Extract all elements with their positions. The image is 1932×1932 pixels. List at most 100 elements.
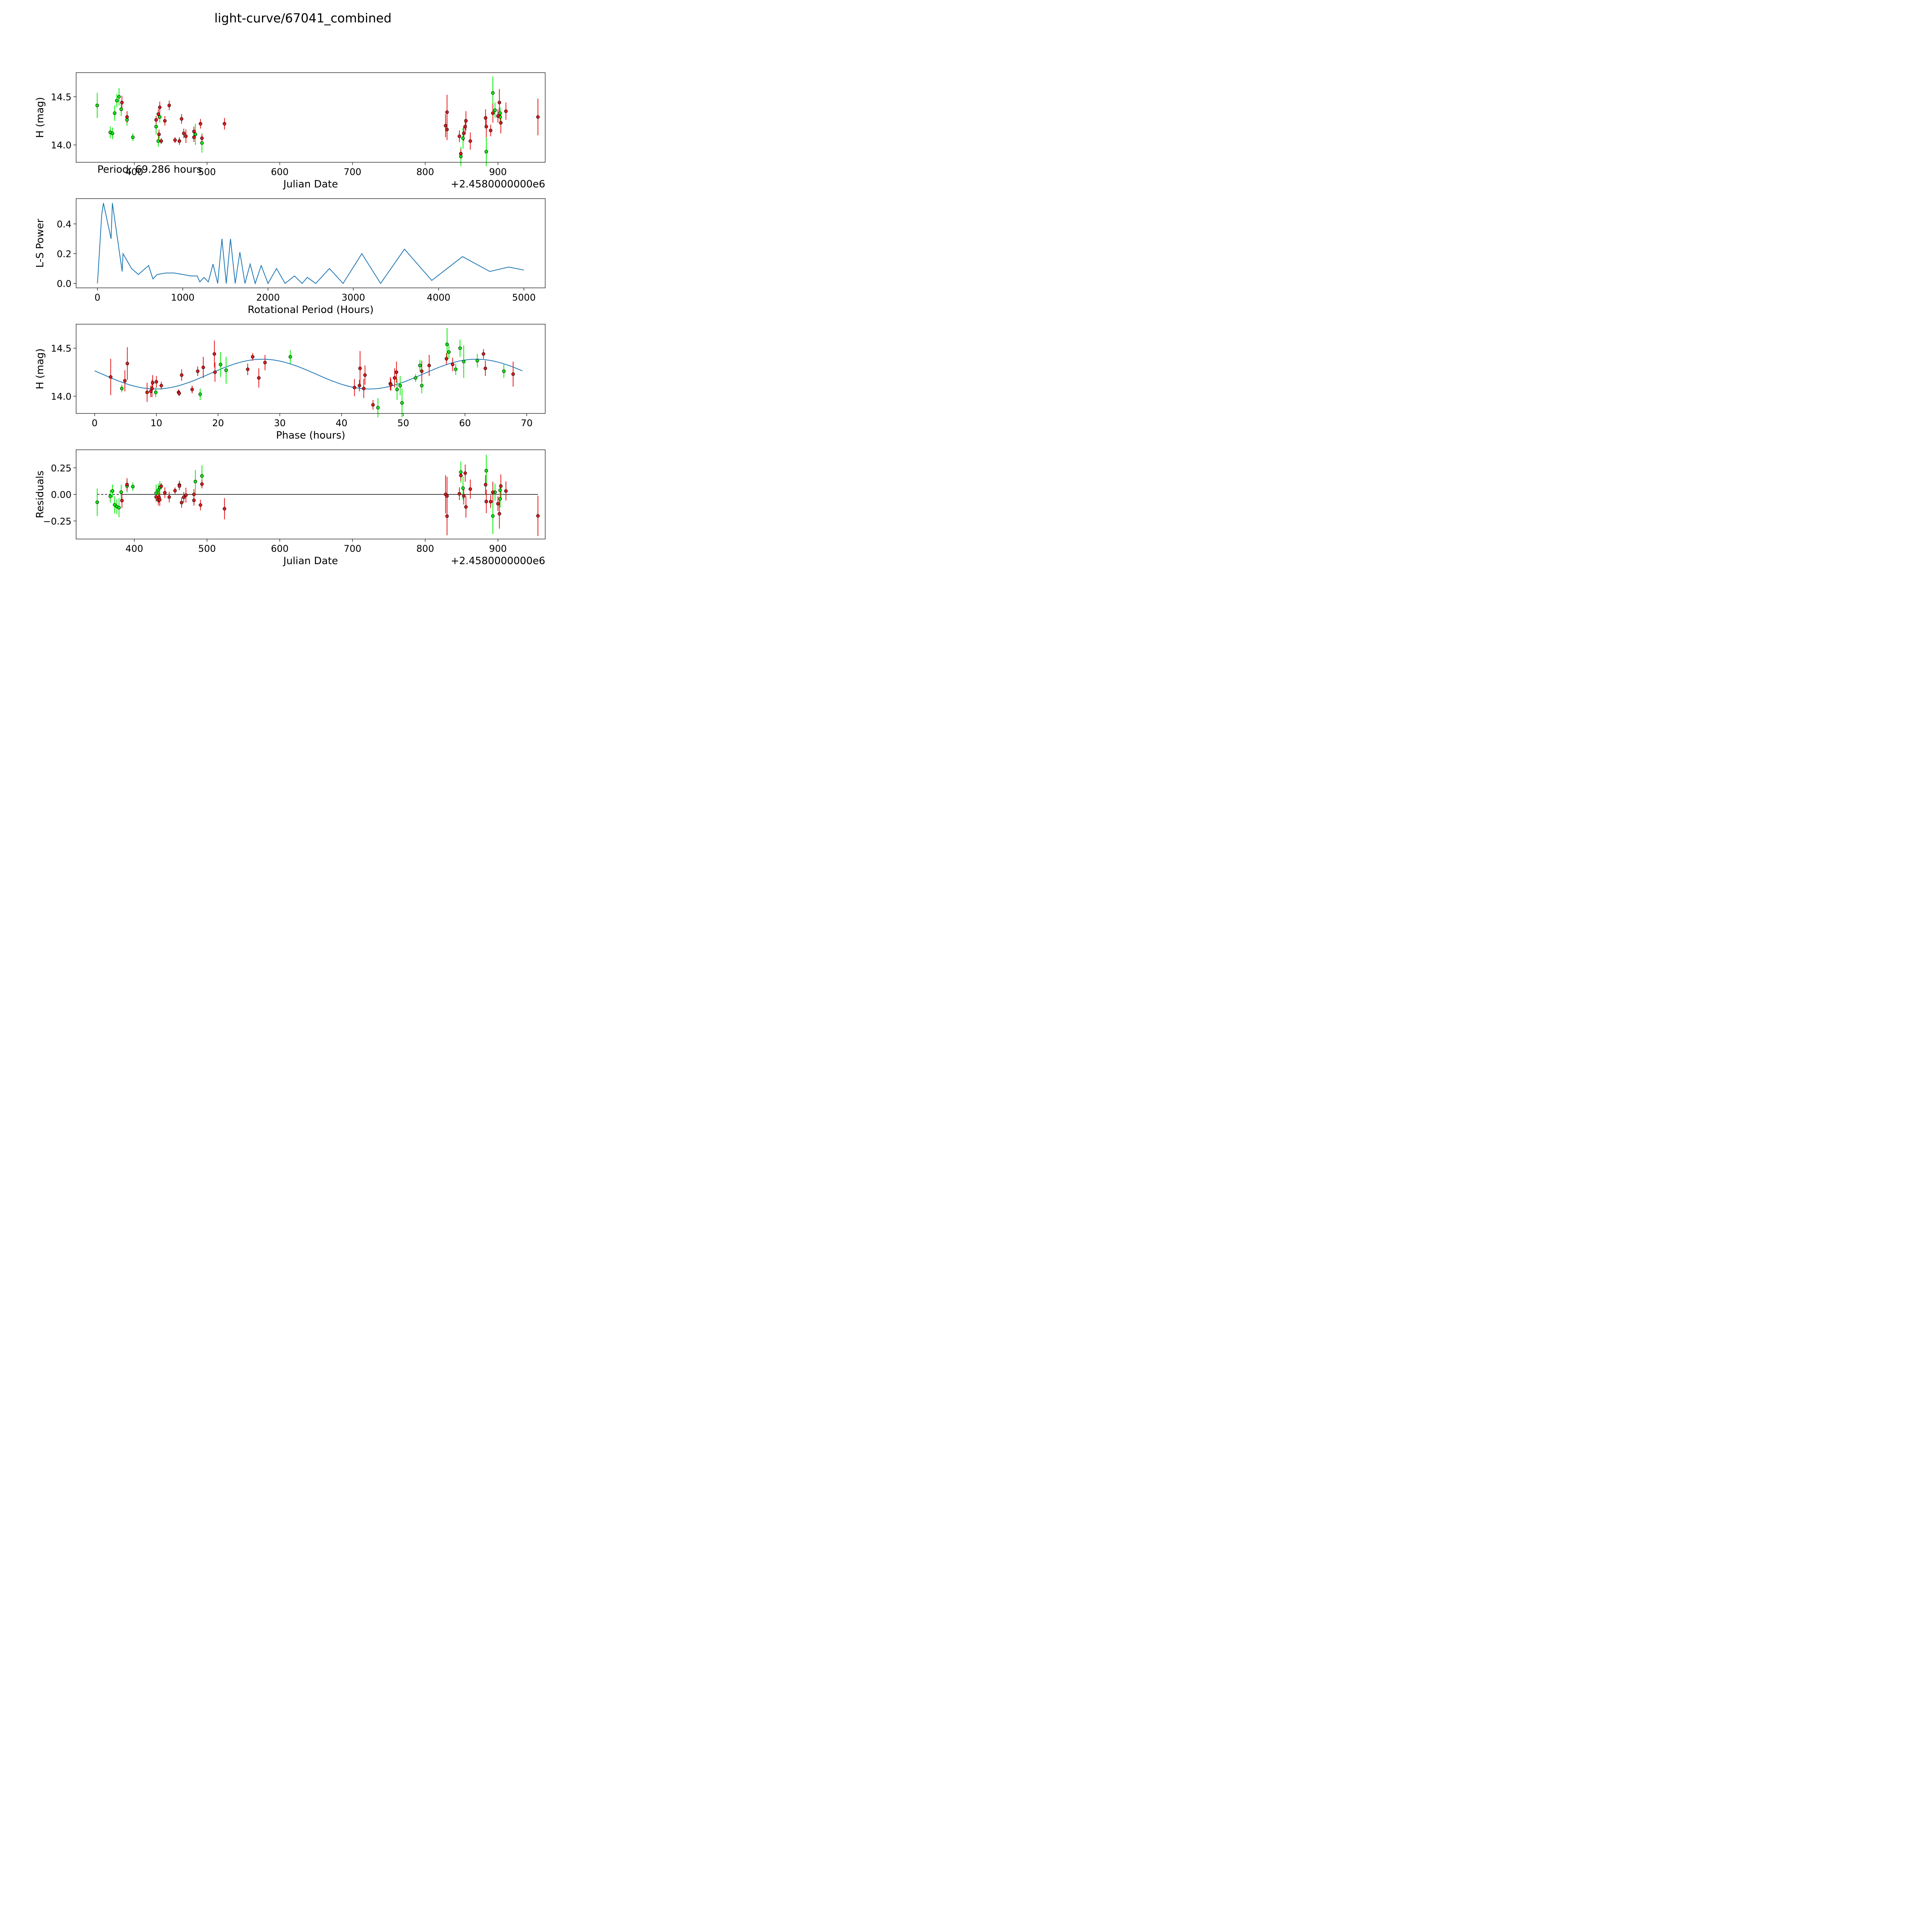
- axes-frame: [76, 198, 546, 288]
- data-point-green: [475, 359, 479, 362]
- data-point-red: [150, 386, 154, 390]
- data-point-green: [398, 384, 402, 388]
- data-point-red: [158, 105, 162, 109]
- data-point-red: [200, 136, 204, 140]
- data-point-red: [481, 352, 485, 356]
- data-point-green: [461, 136, 465, 140]
- data-point-green: [485, 469, 488, 473]
- data-point-green: [491, 91, 495, 95]
- data-point-red: [157, 133, 161, 136]
- data-point-red: [445, 514, 449, 518]
- data-point-red: [463, 125, 467, 129]
- y-tick-label: 0.2: [57, 248, 71, 259]
- x-axis-label: Julian Date: [282, 179, 338, 190]
- data-point-red: [485, 500, 488, 503]
- data-point-red: [462, 131, 466, 135]
- data-point-red: [485, 125, 488, 129]
- data-point-red: [159, 384, 163, 388]
- data-point-red: [151, 381, 155, 385]
- data-point-red: [504, 489, 508, 493]
- data-point-red: [182, 495, 186, 499]
- model-fit-curve: [94, 359, 523, 389]
- data-point-red: [199, 122, 202, 126]
- data-point-red: [159, 139, 163, 143]
- data-point-green: [131, 485, 135, 488]
- data-point-red: [173, 489, 177, 493]
- data-point-green: [113, 503, 117, 507]
- x-tick-label: 700: [344, 167, 361, 177]
- data-point-green: [200, 141, 204, 145]
- data-point-red: [125, 115, 129, 119]
- y-tick-label: 0.4: [57, 219, 71, 230]
- data-point-green: [498, 488, 502, 492]
- y-tick-label: −0.25: [43, 516, 71, 527]
- data-point-green: [485, 150, 488, 154]
- data-point-red: [427, 364, 431, 367]
- data-point-red: [180, 501, 184, 505]
- data-point-red: [464, 505, 468, 509]
- x-tick-label: 800: [417, 167, 434, 177]
- residuals-panel: 400 500 600 700 800 900 −0.25 0.00 0.25 Julian Da…: [34, 449, 546, 567]
- data-point-green: [120, 386, 124, 390]
- data-point-red: [251, 355, 255, 359]
- data-point-red: [459, 152, 463, 156]
- y-tick-label: 14.5: [51, 92, 71, 102]
- x-tick-label: 500: [198, 167, 216, 177]
- data-point-green: [113, 111, 117, 115]
- periodogram-line: [97, 203, 524, 285]
- data-point-red: [496, 114, 500, 118]
- x-tick-label: 2000: [256, 292, 280, 303]
- data-point-red: [184, 134, 188, 138]
- data-point-red: [154, 495, 158, 499]
- data-point-red: [499, 121, 503, 125]
- period-annotation: Period: 69.286 hours: [97, 164, 202, 175]
- data-point-green: [154, 491, 158, 495]
- data-point-red: [213, 352, 216, 356]
- data-point-red: [357, 384, 361, 388]
- data-point-red: [444, 124, 447, 128]
- data-point-red: [444, 357, 448, 361]
- data-point-red: [120, 100, 124, 104]
- data-point-green: [194, 480, 197, 483]
- data-point-red: [463, 471, 467, 475]
- data-point-red: [395, 370, 398, 374]
- y-tick-label: 14.0: [51, 391, 71, 402]
- data-point-red: [536, 514, 540, 518]
- data-point-red: [484, 483, 488, 486]
- data-point-red: [491, 490, 495, 494]
- y-axis-label: H (mag): [34, 97, 46, 138]
- x-tick-label: 500: [198, 543, 216, 554]
- data-point-red: [167, 104, 171, 107]
- data-point-red: [468, 139, 472, 143]
- data-point-green: [131, 135, 135, 139]
- data-point-red: [358, 366, 362, 370]
- data-point-red: [497, 100, 501, 104]
- data-point-green: [288, 355, 292, 359]
- x-tick-label: 800: [417, 543, 434, 554]
- data-point-green: [418, 364, 422, 367]
- data-point-green: [491, 514, 495, 518]
- axes-frame: [76, 324, 546, 414]
- x-tick-label: 0: [92, 418, 97, 429]
- data-point-red: [489, 500, 493, 503]
- x-tick-label: 50: [397, 418, 409, 429]
- data-point-red: [371, 403, 375, 407]
- data-point-green: [117, 95, 121, 99]
- y-tick-label: 0.00: [51, 490, 71, 500]
- figure: light-curve/67041_combined 400 500 600 700 8…: [0, 0, 597, 597]
- data-point-red: [184, 493, 188, 497]
- data-point-red: [177, 139, 181, 143]
- data-point-green: [156, 139, 160, 143]
- data-point-red: [155, 380, 158, 384]
- y-axis-label: L-S Power: [34, 219, 46, 268]
- x-tick-label: 3000: [342, 292, 365, 303]
- x-offset-label: +2.4580000000e6: [451, 179, 545, 190]
- data-point-red: [445, 494, 449, 498]
- data-point-green: [395, 388, 399, 391]
- data-point-green: [117, 506, 121, 510]
- data-point-red: [167, 495, 171, 499]
- data-point-green: [95, 104, 99, 107]
- data-point-green: [458, 346, 462, 350]
- data-point-red: [213, 370, 217, 374]
- data-point-red: [468, 487, 472, 491]
